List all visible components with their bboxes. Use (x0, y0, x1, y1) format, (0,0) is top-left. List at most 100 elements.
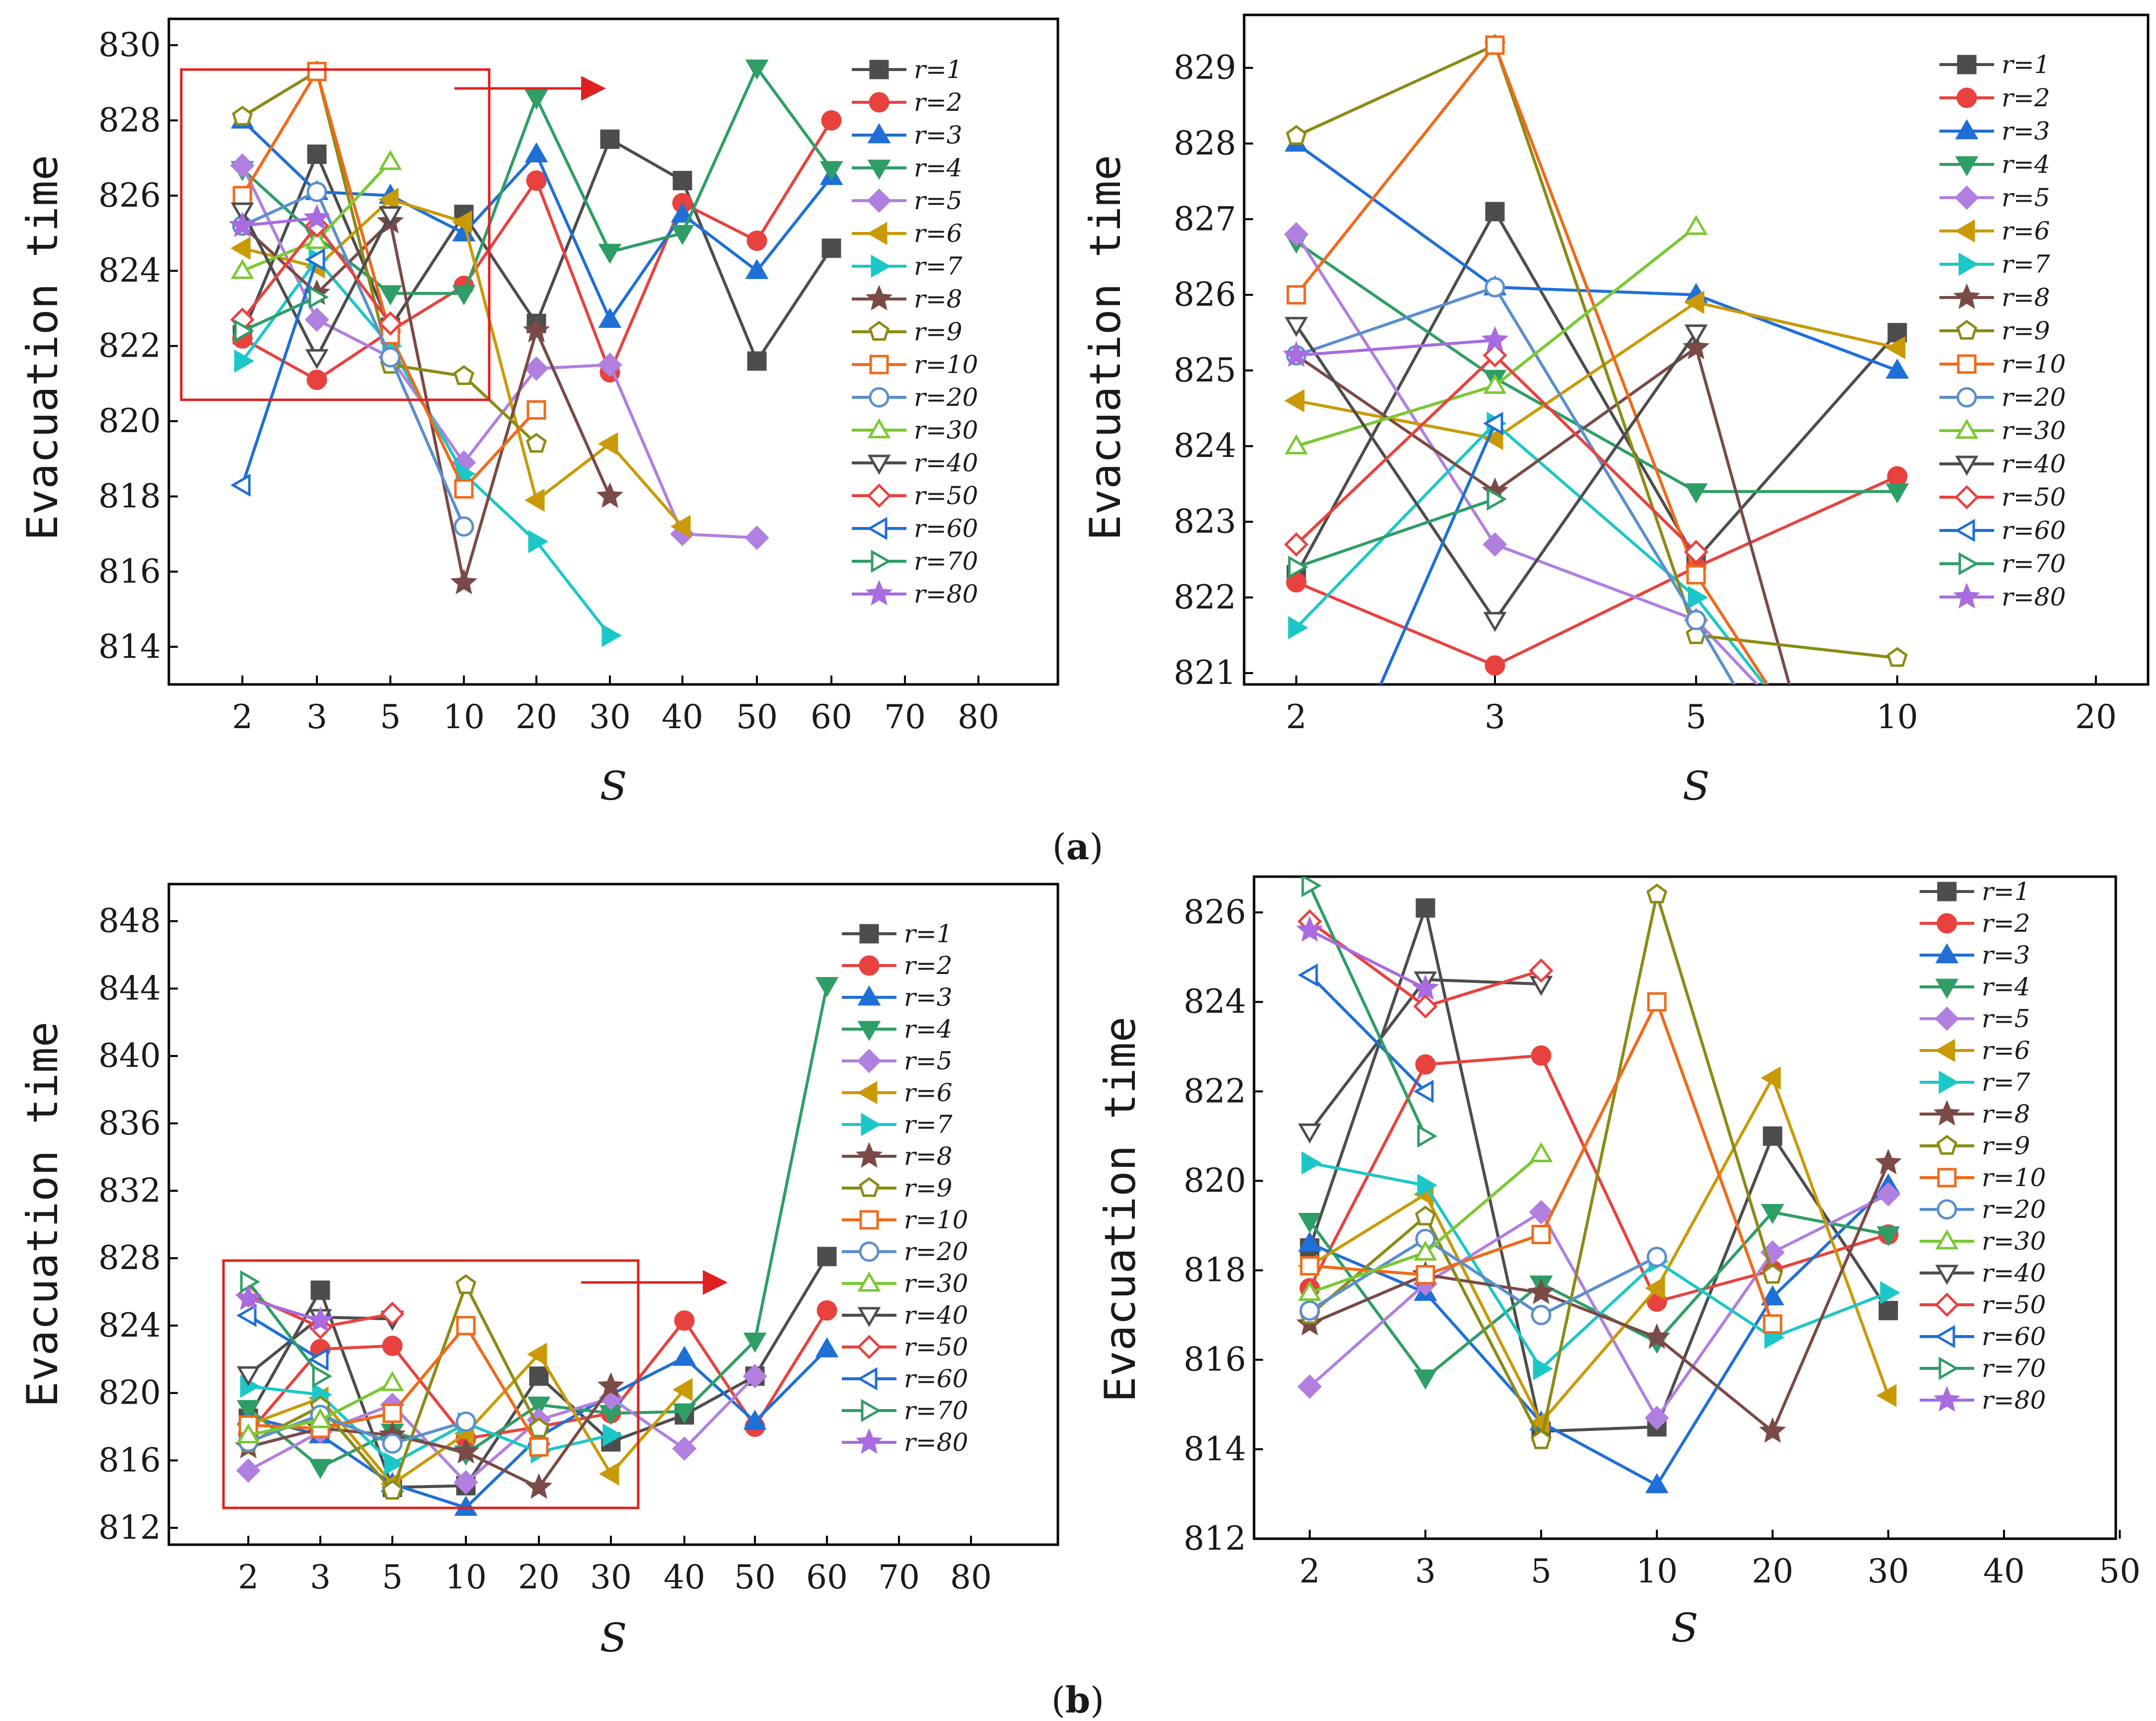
legend-marker (1955, 156, 1979, 176)
x-tick-label: 3 (310, 1558, 331, 1596)
x-tick-label: 10 (1636, 1552, 1678, 1590)
legend-label: r=40 (1982, 1259, 2046, 1287)
legend-marker (1956, 387, 1977, 408)
y-tick-label: 824 (98, 251, 161, 290)
legend-marker (869, 387, 890, 408)
data-point (378, 206, 402, 226)
legend-marker (867, 123, 891, 144)
legend-marker (867, 517, 888, 540)
data-point (1759, 1417, 1786, 1443)
y-tick-label: 824 (98, 1306, 161, 1345)
chart-a_full: 814 816 818 820 822 824 826 828 830 2 3 5 10 20 30 40 50… (18, 17, 1059, 809)
series-r=30 (1298, 1142, 1553, 1301)
y-tick-label: 816 (1184, 1341, 1246, 1379)
legend-item: r=60 (1939, 516, 2066, 545)
y-tick-label: 848 (98, 902, 161, 940)
legend-item: r=8 (1939, 283, 2050, 312)
legend-label: r=9 (2002, 316, 2050, 345)
data-point (453, 1470, 478, 1495)
y-tick-label: 820 (98, 402, 161, 440)
data-point (525, 1473, 553, 1499)
legend-item: r=20 (1939, 383, 2066, 412)
data-point (1686, 565, 1706, 585)
legend-marker (861, 1113, 881, 1136)
series-line (1295, 43, 1898, 660)
legend-marker (1957, 55, 1977, 75)
series-line (1308, 906, 1890, 1433)
y-tick-label: 812 (1184, 1519, 1246, 1558)
x-tick-label: 3 (306, 698, 327, 736)
legend-label: r=5 (904, 1047, 953, 1075)
legend-label: r=70 (1982, 1354, 2046, 1383)
y-tick-label: 830 (98, 26, 161, 64)
data-point (230, 236, 251, 260)
legend-marker (869, 60, 889, 79)
data-point (308, 285, 329, 309)
y-tick-label: 828 (98, 1239, 161, 1277)
legend-marker (1935, 1229, 1959, 1250)
plot-frame (167, 17, 1059, 686)
legend-label: r=9 (1982, 1131, 2030, 1160)
data-point (306, 370, 327, 390)
data-point (312, 1364, 333, 1388)
panel-label-a: (a) (1052, 825, 1104, 868)
data-point (1414, 1205, 1436, 1226)
data-point (307, 62, 327, 81)
y-tick-label: 826 (98, 176, 161, 215)
series-r=20 (1286, 277, 1736, 684)
x-tick-label: 80 (958, 698, 999, 736)
data-point (308, 1408, 332, 1428)
legend-item: r=5 (1920, 1004, 2030, 1033)
legend-marker (1936, 1199, 1957, 1220)
data-point (1763, 1126, 1783, 1146)
legend-marker (1955, 419, 1979, 439)
data-point (381, 1480, 403, 1500)
data-point (1643, 1323, 1671, 1349)
legend-label: r=50 (2002, 483, 2066, 512)
data-point (1529, 1142, 1553, 1162)
legend-item: r=80 (1939, 583, 2066, 611)
legend-label: r=6 (1982, 1036, 2030, 1065)
legend: r=1 r=2 r=3 r=4 r=5 r=6 r=7 r=8 r=9 r=10 r=20 r=30 r… (852, 55, 978, 608)
y-tick-label: 820 (1184, 1161, 1246, 1199)
data-point (380, 1301, 405, 1326)
data-point (382, 1403, 402, 1423)
legend-item: r=50 (1920, 1290, 2046, 1319)
series-r=8 (1296, 1148, 1902, 1443)
x-tick-label: 50 (734, 1558, 776, 1596)
data-point (1483, 427, 1503, 450)
chart-a_zoom: 821 822 823 824 825 826 827 828 829 2 3 5 10 20 Evacua… (1081, 13, 2150, 809)
legend-item: r=3 (842, 983, 953, 1012)
legend: r=1 r=2 r=3 r=4 r=5 r=6 r=7 r=8 r=9 r=10 r=20 r=30 r… (1939, 50, 2066, 611)
y-axis-title: Evacuation time (18, 1022, 68, 1408)
data-point (1284, 532, 1309, 557)
series-r=70 (234, 285, 329, 343)
data-point (1413, 1240, 1437, 1261)
legend-item: r=1 (1939, 50, 2050, 79)
series-line (1309, 1184, 1890, 1487)
series-line (1295, 422, 1766, 684)
data-point (230, 153, 255, 178)
series-line (1295, 346, 1791, 684)
legend-marker (1958, 252, 1979, 276)
y-tick-label: 812 (98, 1508, 161, 1547)
data-point (306, 181, 327, 202)
legend-label: r=20 (914, 383, 978, 412)
series-line (241, 220, 611, 585)
series-line (1295, 233, 1760, 684)
data-point (230, 259, 254, 279)
data-point (1531, 1225, 1551, 1245)
x-tick-label: 5 (1686, 698, 1707, 736)
y-tick-label: 820 (98, 1374, 161, 1412)
legend-label: r=4 (914, 153, 963, 182)
legend-item: r=60 (852, 514, 978, 543)
x-tick-label: 5 (382, 1558, 403, 1596)
data-point (1646, 1247, 1667, 1268)
legend-label: r=4 (904, 1015, 953, 1044)
data-point (1483, 343, 1507, 368)
legend-marker (1935, 943, 1959, 964)
legend-marker (867, 418, 891, 439)
data-point (305, 228, 329, 249)
legend-marker (867, 454, 891, 475)
